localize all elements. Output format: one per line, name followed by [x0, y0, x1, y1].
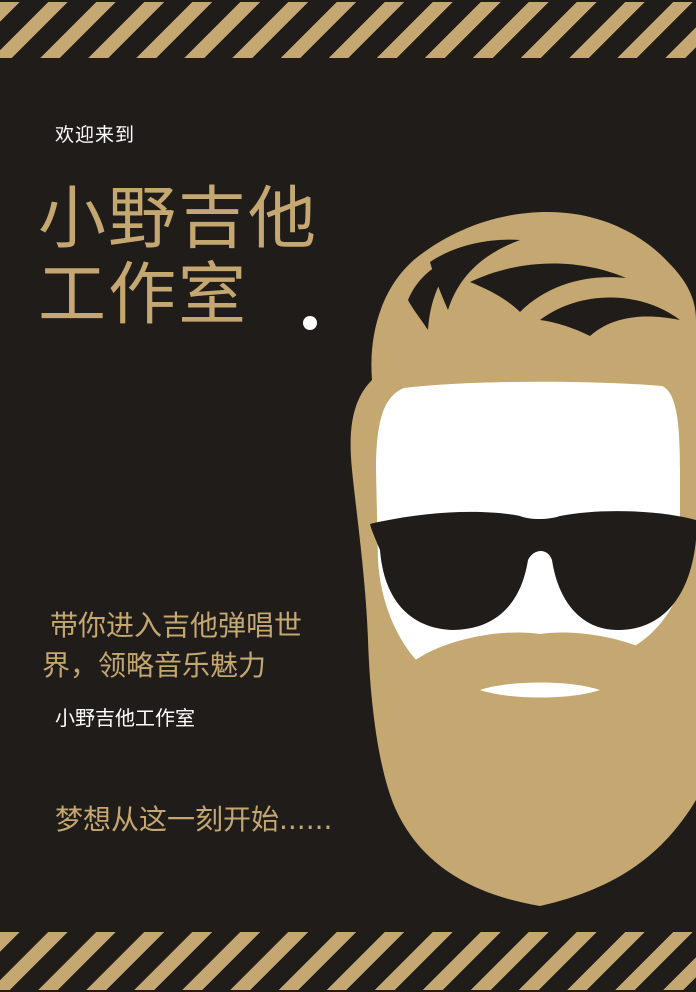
top-hazard-stripe — [0, 2, 696, 58]
hair-strand-4 — [408, 258, 456, 330]
title-period-dot — [303, 316, 317, 330]
hair-strand-3 — [540, 297, 680, 336]
welcome-text: 欢迎来到 — [55, 124, 136, 146]
bottom-hazard-stripe — [0, 932, 696, 990]
sunglasses-shape — [370, 511, 696, 630]
hair-strand-1 — [430, 239, 520, 310]
mustache-shape — [410, 632, 672, 672]
poster-title: 小野吉他 工作室 — [38, 180, 319, 335]
bearded-man-sunglasses-icon — [350, 212, 696, 906]
hair-strand-2 — [470, 263, 626, 312]
slogan-text: 梦想从这一刻开始...... — [55, 803, 333, 836]
studio-name-text: 小野吉他工作室 — [55, 706, 195, 730]
mouth-shape — [480, 682, 600, 698]
tagline-text: 带你进入吉他弹唱世界，领略音乐魅力 — [42, 609, 303, 682]
